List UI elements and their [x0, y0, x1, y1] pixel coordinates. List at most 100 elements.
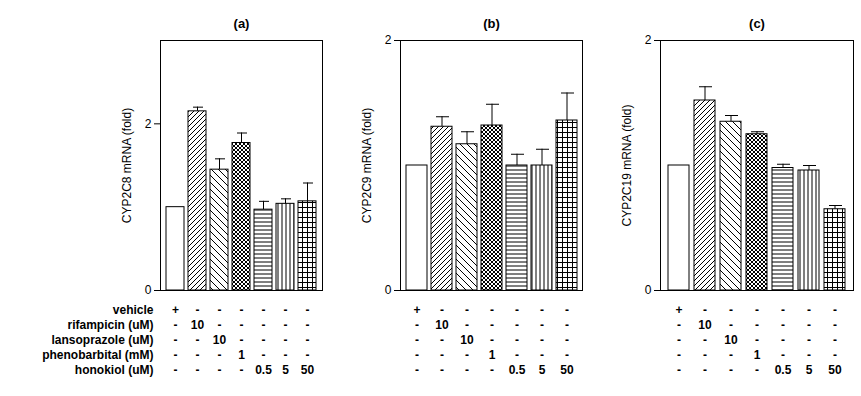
svg-text:-: -: [781, 348, 785, 362]
svg-text:-: -: [415, 363, 419, 377]
svg-text:5: 5: [539, 363, 546, 377]
svg-text:lansoprazole (uM): lansoprazole (uM): [51, 333, 153, 347]
svg-text:-: -: [306, 318, 310, 332]
svg-text:0: 0: [385, 283, 392, 297]
svg-text:1: 1: [489, 348, 496, 362]
svg-text:-: -: [415, 318, 419, 332]
svg-text:-: -: [262, 318, 266, 332]
svg-text:2: 2: [385, 33, 392, 47]
svg-text:1: 1: [754, 348, 761, 362]
svg-text:-: -: [677, 348, 681, 362]
svg-text:-: -: [218, 303, 222, 317]
svg-text:-: -: [807, 303, 811, 317]
svg-text:-: -: [729, 363, 733, 377]
svg-text:-: -: [703, 333, 707, 347]
svg-text:-: -: [218, 348, 222, 362]
svg-text:-: -: [781, 318, 785, 332]
svg-text:-: -: [833, 333, 837, 347]
svg-text:-: -: [240, 333, 244, 347]
svg-text:50: 50: [301, 363, 315, 377]
svg-text:-: -: [833, 348, 837, 362]
svg-text:+: +: [172, 303, 179, 317]
svg-text:-: -: [240, 318, 244, 332]
svg-text:-: -: [174, 333, 178, 347]
svg-text:10: 10: [698, 318, 712, 332]
svg-text:-: -: [306, 303, 310, 317]
svg-text:-: -: [677, 333, 681, 347]
svg-text:-: -: [465, 363, 469, 377]
svg-text:-: -: [565, 318, 569, 332]
svg-text:-: -: [490, 318, 494, 332]
svg-text:-: -: [515, 348, 519, 362]
svg-text:-: -: [677, 318, 681, 332]
svg-text:-: -: [755, 363, 759, 377]
svg-text:-: -: [174, 318, 178, 332]
svg-text:10: 10: [435, 318, 449, 332]
svg-text:-: -: [218, 318, 222, 332]
svg-text:-: -: [240, 303, 244, 317]
svg-text:honokiol (uM): honokiol (uM): [75, 363, 154, 377]
svg-text:-: -: [440, 333, 444, 347]
svg-text:-: -: [262, 333, 266, 347]
svg-text:-: -: [755, 318, 759, 332]
svg-text:(c): (c): [749, 16, 765, 31]
svg-text:-: -: [196, 333, 200, 347]
svg-text:(a): (a): [234, 16, 250, 31]
svg-text:-: -: [306, 348, 310, 362]
svg-text:2: 2: [145, 117, 152, 131]
svg-text:-: -: [490, 333, 494, 347]
svg-text:10: 10: [724, 333, 738, 347]
svg-text:5: 5: [282, 363, 289, 377]
svg-text:vehicle: vehicle: [113, 303, 154, 317]
svg-text:-: -: [196, 348, 200, 362]
svg-text:-: -: [490, 363, 494, 377]
svg-text:CYP2C8 mRNA (fold): CYP2C8 mRNA (fold): [120, 108, 134, 223]
svg-text:-: -: [440, 348, 444, 362]
svg-text:-: -: [540, 303, 544, 317]
svg-text:-: -: [284, 333, 288, 347]
svg-text:-: -: [306, 333, 310, 347]
svg-text:5: 5: [806, 363, 813, 377]
svg-text:-: -: [515, 303, 519, 317]
svg-text:phenobarbital (mM): phenobarbital (mM): [42, 348, 153, 362]
svg-text:-: -: [465, 348, 469, 362]
svg-text:-: -: [540, 333, 544, 347]
svg-text:-: -: [440, 363, 444, 377]
svg-text:-: -: [703, 303, 707, 317]
svg-text:0.5: 0.5: [255, 363, 272, 377]
svg-text:-: -: [284, 348, 288, 362]
svg-text:-: -: [174, 363, 178, 377]
svg-text:-: -: [565, 303, 569, 317]
svg-text:-: -: [284, 318, 288, 332]
svg-text:-: -: [284, 303, 288, 317]
svg-text:-: -: [833, 318, 837, 332]
svg-text:-: -: [729, 303, 733, 317]
svg-text:-: -: [540, 318, 544, 332]
svg-text:-: -: [415, 348, 419, 362]
svg-text:-: -: [729, 318, 733, 332]
svg-text:50: 50: [560, 363, 574, 377]
svg-text:-: -: [490, 303, 494, 317]
svg-text:2: 2: [645, 33, 652, 47]
svg-text:-: -: [240, 363, 244, 377]
svg-text:CYP2C19 mRNA (fold): CYP2C19 mRNA (fold): [620, 104, 634, 226]
svg-text:0.5: 0.5: [775, 363, 792, 377]
svg-text:-: -: [218, 363, 222, 377]
svg-text:+: +: [413, 303, 420, 317]
svg-text:-: -: [515, 333, 519, 347]
svg-text:-: -: [755, 303, 759, 317]
svg-text:-: -: [262, 303, 266, 317]
svg-text:-: -: [807, 348, 811, 362]
svg-text:-: -: [415, 333, 419, 347]
svg-text:10: 10: [213, 333, 227, 347]
svg-text:-: -: [465, 303, 469, 317]
svg-text:rifampicin (uM): rifampicin (uM): [68, 318, 154, 332]
svg-text:-: -: [807, 318, 811, 332]
svg-text:-: -: [174, 348, 178, 362]
svg-text:0.5: 0.5: [509, 363, 526, 377]
svg-text:-: -: [262, 348, 266, 362]
svg-text:CYP2C9 mRNA (fold): CYP2C9 mRNA (fold): [360, 108, 374, 223]
svg-text:-: -: [440, 303, 444, 317]
svg-text:-: -: [807, 333, 811, 347]
svg-text:+: +: [675, 303, 682, 317]
